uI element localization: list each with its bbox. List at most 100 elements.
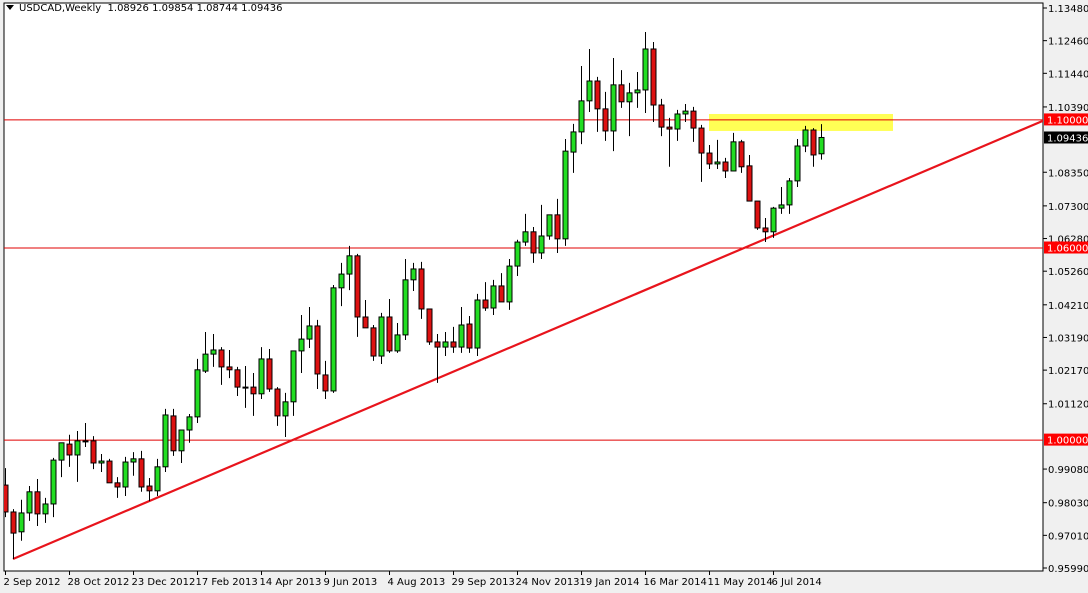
candle-body-bearish bbox=[114, 482, 121, 488]
candle-body-bullish bbox=[178, 429, 185, 452]
candle bbox=[594, 76, 601, 132]
candle-body-bullish bbox=[674, 113, 681, 130]
candle-body-bullish bbox=[58, 442, 65, 461]
candle bbox=[370, 324, 377, 361]
candle-body-bullish bbox=[786, 180, 793, 206]
candle-body-bullish bbox=[410, 268, 417, 281]
candle-body-bearish bbox=[762, 227, 769, 233]
candle-body-bullish bbox=[74, 440, 81, 456]
candle bbox=[162, 408, 169, 472]
candle bbox=[554, 198, 561, 253]
candle-body-bearish bbox=[354, 255, 361, 318]
y-tick-label: 1.10390 bbox=[1048, 103, 1088, 114]
candle-body-bullish bbox=[642, 48, 649, 91]
candle bbox=[706, 145, 713, 170]
candle bbox=[818, 124, 825, 160]
candle-body-bullish bbox=[50, 459, 57, 505]
candle bbox=[418, 261, 425, 319]
candle-body-bearish bbox=[274, 388, 281, 417]
candle-body-bullish bbox=[570, 131, 577, 153]
candle-body-bullish bbox=[522, 231, 529, 243]
candle bbox=[666, 117, 673, 167]
x-tick-label: 4 Aug 2013 bbox=[388, 577, 446, 588]
candle bbox=[322, 360, 329, 399]
candle-body-bullish bbox=[378, 316, 385, 357]
candle bbox=[618, 70, 625, 108]
candle bbox=[386, 299, 393, 353]
plot-area bbox=[3, 2, 1044, 572]
candle bbox=[274, 387, 281, 426]
candle bbox=[10, 509, 17, 560]
candle bbox=[202, 332, 209, 374]
candle-body-bullish bbox=[610, 84, 617, 132]
candle-body-bearish bbox=[450, 341, 457, 348]
candle-body-bearish bbox=[146, 485, 153, 492]
level-price-label: 1.00000 bbox=[1047, 436, 1088, 447]
x-tick-label: 23 Dec 2012 bbox=[132, 577, 196, 588]
candle-body-bearish bbox=[706, 152, 713, 165]
level-price-label-bg bbox=[1044, 433, 1088, 446]
candle bbox=[578, 65, 585, 145]
candle-body-bullish bbox=[562, 150, 569, 240]
candle-body-bullish bbox=[490, 285, 497, 309]
candle-body-bullish bbox=[338, 273, 345, 289]
y-tick-label: 1.08350 bbox=[1048, 168, 1088, 179]
candle-body-bullish bbox=[538, 235, 545, 254]
candle-body-bullish bbox=[770, 207, 777, 233]
candle-body-bullish bbox=[330, 287, 337, 392]
candle-body-bearish bbox=[690, 110, 697, 129]
x-tick-label: 19 Jan 2014 bbox=[580, 577, 640, 588]
candle-body-bullish bbox=[18, 512, 25, 533]
candle-body-bullish bbox=[282, 401, 289, 417]
candle bbox=[50, 457, 57, 518]
current-price-label: 1.09436 bbox=[1047, 133, 1088, 144]
candle-body-bullish bbox=[514, 241, 521, 267]
candle bbox=[114, 477, 121, 498]
candle bbox=[482, 282, 489, 311]
x-tick-label: 17 Feb 2013 bbox=[196, 577, 258, 588]
candle-body-bullish bbox=[626, 92, 633, 103]
candle bbox=[34, 478, 41, 527]
candle-body-bullish bbox=[730, 141, 737, 172]
dropdown-triangle-icon[interactable] bbox=[6, 5, 14, 10]
y-tick-label: 1.01120 bbox=[1048, 400, 1088, 411]
candle-body-bullish bbox=[802, 129, 809, 147]
trendline bbox=[12, 119, 1043, 561]
y-tick-label: 1.03190 bbox=[1048, 333, 1088, 344]
candle-body-bullish bbox=[42, 503, 49, 515]
candle-body-bearish bbox=[234, 369, 241, 388]
candle-body-bullish bbox=[82, 440, 89, 443]
candle-body-bearish bbox=[746, 165, 753, 202]
candle-body-bearish bbox=[482, 299, 489, 309]
candle bbox=[250, 373, 257, 416]
candle bbox=[426, 308, 433, 345]
candle bbox=[658, 98, 665, 137]
candle bbox=[586, 48, 593, 113]
candle-body-bearish bbox=[4, 484, 9, 513]
y-tick-label: 1.07300 bbox=[1048, 202, 1088, 213]
candle bbox=[522, 213, 529, 246]
candle bbox=[770, 206, 777, 238]
candle bbox=[762, 218, 769, 243]
candle-body-bearish bbox=[90, 440, 97, 464]
candle bbox=[498, 273, 505, 303]
candle-body-bearish bbox=[66, 443, 73, 456]
candle bbox=[154, 458, 161, 496]
candle bbox=[330, 284, 337, 393]
candle bbox=[170, 408, 177, 456]
candle-body-bearish bbox=[530, 231, 537, 254]
candle bbox=[178, 429, 185, 463]
candle bbox=[562, 138, 569, 246]
y-tick-label: 0.95990 bbox=[1048, 564, 1088, 575]
resistance-zone bbox=[709, 113, 893, 131]
y-tick-label: 1.13480 bbox=[1048, 4, 1088, 15]
candle bbox=[338, 262, 345, 307]
candle bbox=[538, 204, 545, 260]
candle bbox=[234, 366, 241, 397]
candle bbox=[794, 138, 801, 187]
y-tick-label: 0.97010 bbox=[1048, 531, 1088, 542]
candle bbox=[138, 450, 145, 492]
candle bbox=[514, 239, 521, 276]
candle bbox=[738, 139, 745, 173]
